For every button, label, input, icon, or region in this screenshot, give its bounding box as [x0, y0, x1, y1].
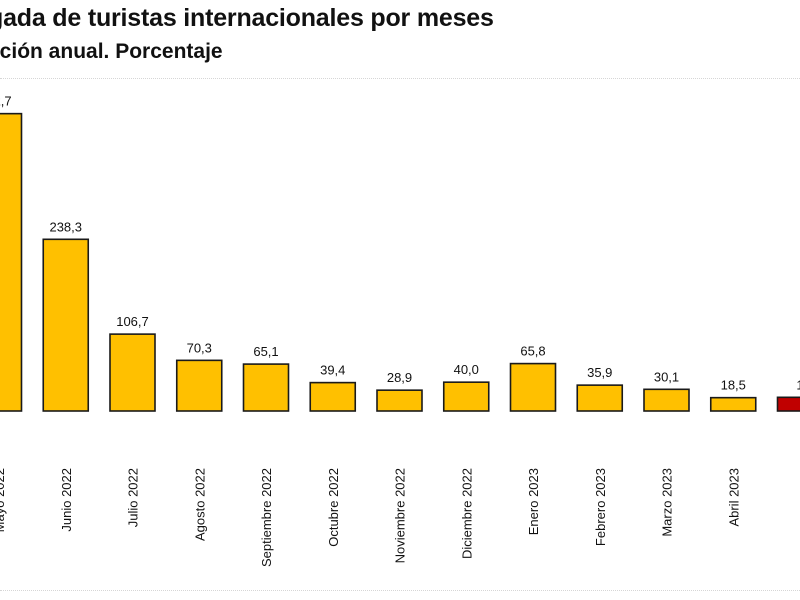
bar-4	[242, 363, 290, 412]
bar-3	[175, 359, 223, 412]
value-label-1: 238,3	[49, 219, 82, 234]
x-tick-label-9: Febrero 2023	[593, 468, 608, 546]
value-label-2: 106,7	[116, 314, 149, 329]
value-label-6: 28,9	[387, 370, 412, 385]
bar-7	[442, 381, 490, 412]
bar-9	[576, 384, 624, 412]
x-tick-label-5: Octubre 2022	[326, 468, 341, 547]
value-label-4: 65,1	[253, 344, 278, 359]
bar-11	[709, 396, 757, 412]
value-label-5: 39,4	[320, 363, 345, 378]
value-label-8: 65,8	[520, 344, 545, 359]
value-label-3: 70,3	[187, 340, 212, 355]
chart-title: gada de turistas internacionales por mes…	[0, 4, 494, 32]
x-tick-label-10: Marzo 2023	[660, 468, 675, 537]
bottom-divider	[0, 590, 800, 591]
bar-8	[509, 362, 557, 412]
x-tick-labels-group: Mayo 2022 Junio 2022 Julio 2022 Agosto 2022…	[0, 468, 741, 567]
bar-1	[42, 238, 90, 412]
x-tick-label-0: Mayo 2022	[0, 468, 7, 532]
value-labels-group: 12,7 238,3 106,7 70,3 65,1 39,4 28,9 40,0 65,8 35…	[0, 94, 800, 393]
x-tick-label-8: Enero 2023	[526, 468, 541, 535]
bar-12	[776, 396, 800, 412]
x-tick-label-2: Julio 2022	[126, 468, 141, 527]
top-divider	[0, 78, 800, 79]
x-tick-label-11: Abril 2023	[726, 468, 741, 527]
value-label-7: 40,0	[454, 362, 479, 377]
bars-group	[0, 112, 800, 412]
value-label-9: 35,9	[587, 365, 612, 380]
value-label-0: 12,7	[0, 94, 12, 109]
bar-5	[309, 381, 357, 412]
value-label-12: 1	[796, 377, 800, 392]
bar-6	[376, 389, 423, 412]
x-tick-label-3: Agosto 2022	[192, 468, 207, 541]
x-tick-label-7: Diciembre 2022	[459, 468, 474, 559]
x-tick-label-4: Septiembre 2022	[259, 468, 274, 567]
bar-10	[643, 388, 690, 412]
bar-0	[0, 112, 23, 412]
value-label-11: 18,5	[721, 378, 746, 393]
chart-subtitle: ación anual. Porcentaje	[0, 40, 223, 63]
x-tick-label-6: Noviembre 2022	[393, 468, 408, 563]
bar-2	[109, 333, 156, 412]
x-tick-label-1: Junio 2022	[59, 468, 74, 532]
value-label-10: 30,1	[654, 369, 679, 384]
